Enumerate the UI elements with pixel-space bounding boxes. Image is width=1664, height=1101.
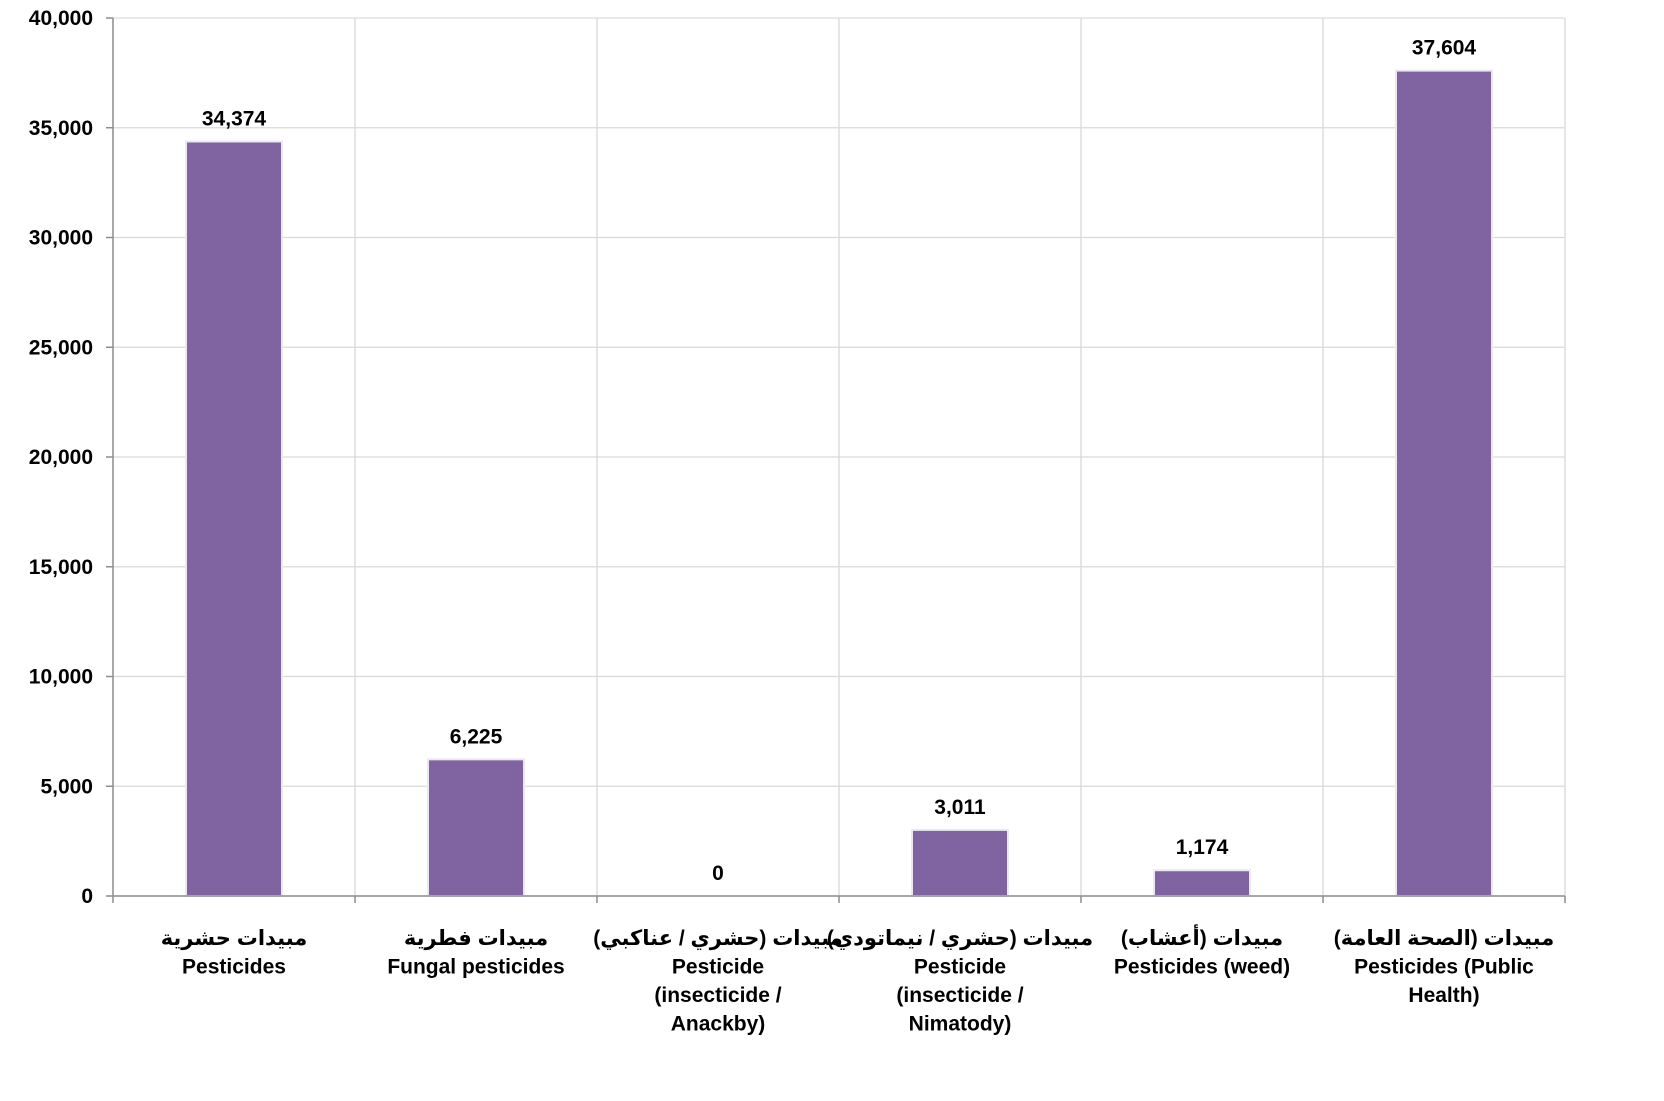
category-label-line: مبيدات (حشري / نيماتودي) [827,927,1093,951]
category-label-line: مبيدات (حشري / عناكبي) [593,927,843,951]
category-label: مبيدات (حشري / نيماتودي) Pesticide (insect… [827,927,1093,1036]
bar [1153,869,1251,898]
bar [911,828,1009,898]
y-tick-label: 40,000 [29,7,93,30]
y-tick-label: 5,000 [40,775,93,798]
category-label-line: Pesticides (Public [1354,956,1534,979]
category-label-line: مبيدات فطرية [404,927,548,950]
data-label: 37,604 [1412,37,1477,60]
y-tick-label: 0 [81,885,93,908]
bar [1395,69,1493,897]
category-label: مبيدات (أعشاب) Pesticides (weed) [1114,923,1290,979]
category-label-line: Pesticide [672,956,764,979]
category-label: مبيدات حشرية Pesticides [161,927,308,979]
data-label: 1,174 [1176,836,1229,859]
category-label-line: مبيدات حشرية [161,927,308,950]
category-label-line: مبيدات (الصحة العامة) [1334,927,1554,950]
category-label-line: Health) [1408,984,1479,1007]
bar [427,758,525,898]
category-label-line: Pesticides (weed) [1114,956,1290,979]
axes [106,17,1566,903]
category-label-line: مبيدات (أعشاب) [1121,923,1283,950]
y-tick-label: 25,000 [29,336,93,359]
y-tick-label: 35,000 [29,117,93,140]
bars [185,69,1493,898]
category-label: مبيدات (الصحة العامة) Pesticides (Public H… [1334,927,1554,1007]
grid-lines [113,17,1566,896]
category-label: مبيدات (حشري / عناكبي) Pesticide (insectic… [593,927,843,1036]
category-label-line: Pesticide [914,956,1006,979]
category-label-line: Pesticides [182,956,286,979]
category-label: مبيدات فطرية Fungal pesticides [387,927,564,979]
y-tick-label: 20,000 [29,446,93,469]
data-label: 0 [712,862,724,885]
y-tick-label: 30,000 [29,227,93,250]
bar [185,140,283,897]
category-label-line: Anackby) [671,1013,766,1036]
y-tick-label: 10,000 [29,666,93,689]
category-label-line: (insecticide / [896,984,1023,1007]
data-label: 6,225 [450,725,503,748]
category-label-line: Fungal pesticides [387,956,564,979]
category-label-line: Nimatody) [909,1013,1012,1036]
data-label: 3,011 [934,796,986,819]
labels: 0 5,000 10,000 15,000 20,000 25,000 30,000 35,0… [29,7,1554,1036]
category-label-line: (insecticide / [654,984,781,1007]
y-tick-label: 15,000 [29,556,93,579]
data-label: 34,374 [202,107,267,130]
